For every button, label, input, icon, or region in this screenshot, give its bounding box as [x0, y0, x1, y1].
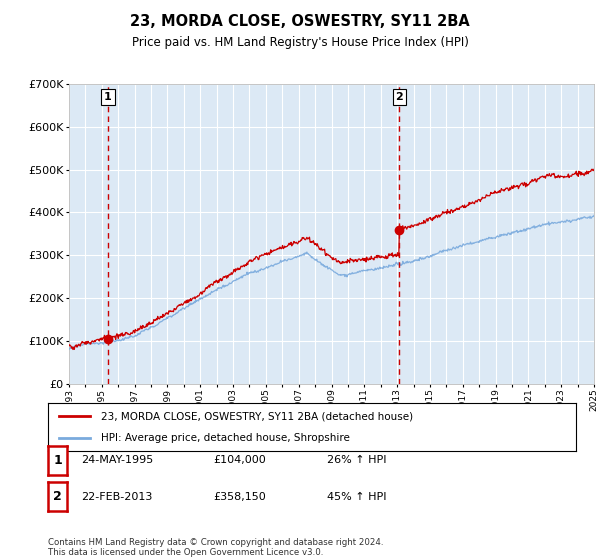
Text: £358,150: £358,150 — [213, 492, 266, 502]
Text: Contains HM Land Registry data © Crown copyright and database right 2024.
This d: Contains HM Land Registry data © Crown c… — [48, 538, 383, 557]
Text: 23, MORDA CLOSE, OSWESTRY, SY11 2BA (detached house): 23, MORDA CLOSE, OSWESTRY, SY11 2BA (det… — [101, 411, 413, 421]
Text: 26% ↑ HPI: 26% ↑ HPI — [327, 455, 386, 465]
Text: 45% ↑ HPI: 45% ↑ HPI — [327, 492, 386, 502]
Text: £104,000: £104,000 — [213, 455, 266, 465]
Text: 1: 1 — [53, 454, 62, 467]
Text: 24-MAY-1995: 24-MAY-1995 — [81, 455, 153, 465]
Text: 2: 2 — [53, 490, 62, 503]
Text: 1: 1 — [104, 92, 112, 102]
Text: 23, MORDA CLOSE, OSWESTRY, SY11 2BA: 23, MORDA CLOSE, OSWESTRY, SY11 2BA — [130, 14, 470, 29]
Text: HPI: Average price, detached house, Shropshire: HPI: Average price, detached house, Shro… — [101, 433, 350, 443]
Text: 22-FEB-2013: 22-FEB-2013 — [81, 492, 152, 502]
Text: Price paid vs. HM Land Registry's House Price Index (HPI): Price paid vs. HM Land Registry's House … — [131, 36, 469, 49]
Text: 2: 2 — [395, 92, 403, 102]
